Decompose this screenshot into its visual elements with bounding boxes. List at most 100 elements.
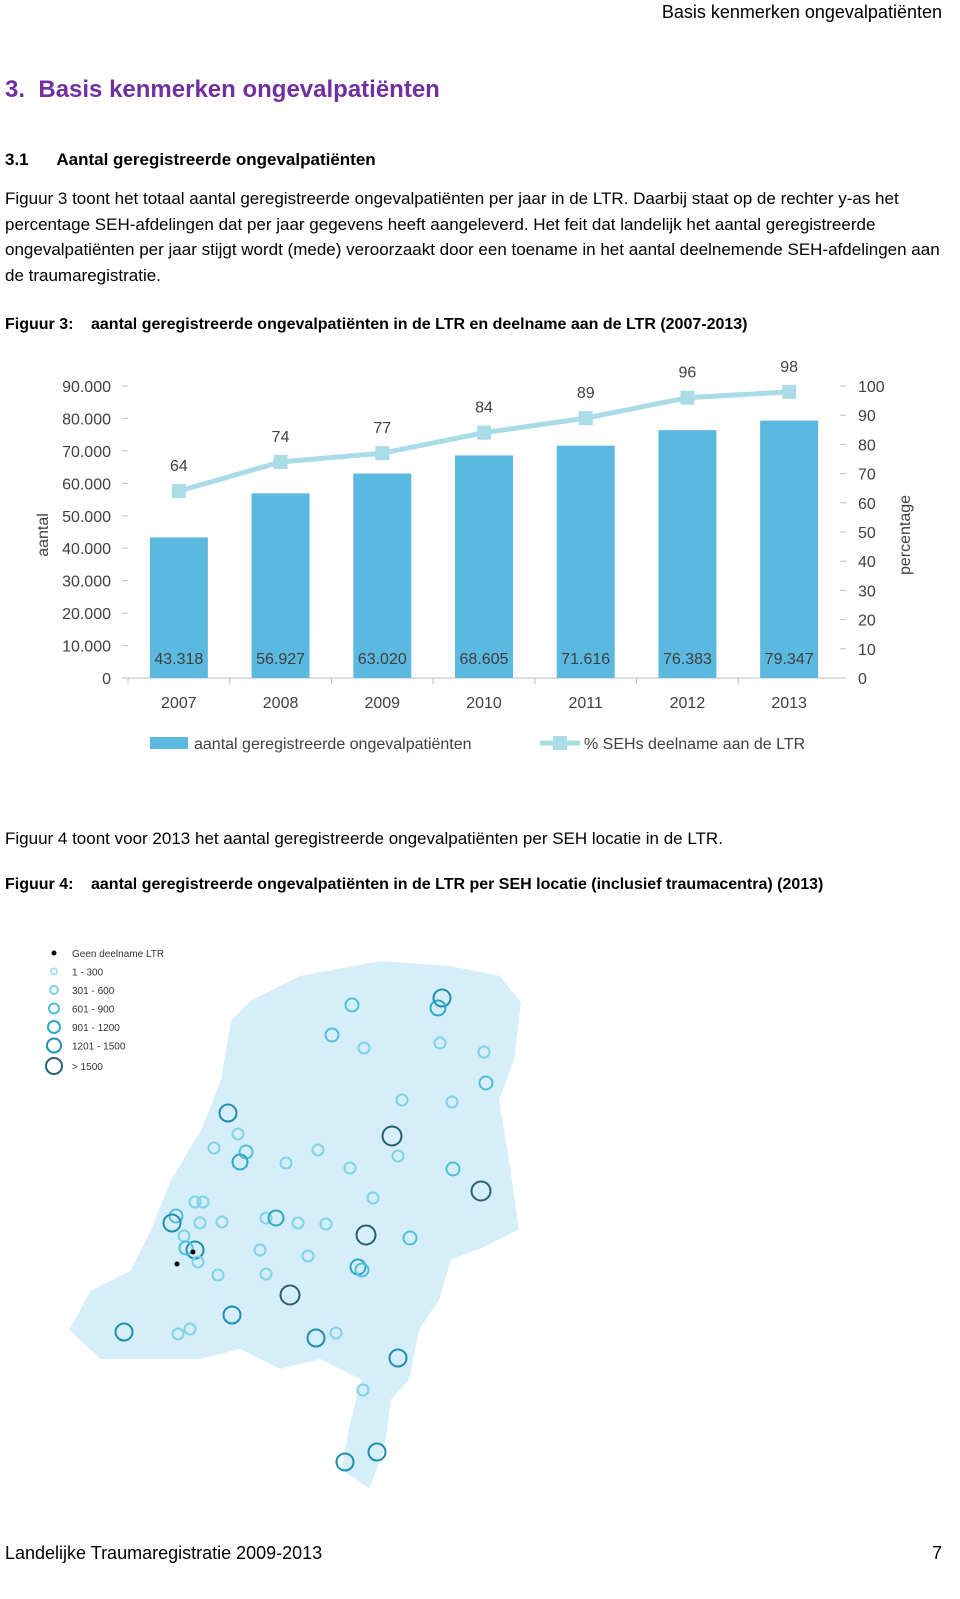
site-symbol bbox=[343, 1161, 357, 1175]
data-label: 63.020 bbox=[358, 651, 407, 668]
site-symbol bbox=[445, 1095, 459, 1109]
line-marker bbox=[578, 411, 593, 426]
y-axis-title: aantal bbox=[35, 513, 52, 557]
site-symbol bbox=[218, 1103, 238, 1123]
y-tick-label: 70.000 bbox=[62, 444, 111, 461]
site-symbol bbox=[162, 1213, 182, 1233]
bar bbox=[658, 430, 717, 678]
site-symbol bbox=[355, 1224, 377, 1246]
site-symbol bbox=[445, 1161, 461, 1177]
site-symbol bbox=[171, 1327, 185, 1341]
data-label: 79.347 bbox=[765, 651, 814, 668]
country-shape bbox=[66, 958, 524, 1492]
legend-label: aantal geregistreerde ongevalpatiënten bbox=[194, 736, 472, 753]
y2-tick-label: 70 bbox=[858, 467, 876, 484]
site-symbol bbox=[196, 1195, 210, 1209]
legend-symbol bbox=[47, 1020, 61, 1034]
legend-dot bbox=[51, 950, 57, 956]
section-number: 3. bbox=[5, 76, 26, 103]
y-tick-label: 80.000 bbox=[62, 411, 111, 428]
site-dot bbox=[174, 1261, 180, 1267]
chart: aantal percentage 0 10.000 20.000 30.000 40.… bbox=[35, 360, 914, 753]
y-tick-label: 10.000 bbox=[62, 639, 111, 656]
line-marker bbox=[680, 390, 695, 405]
y2-tick-label: 0 bbox=[858, 671, 867, 688]
data-label: 68.605 bbox=[460, 651, 509, 668]
figure-caption-text: aantal geregistreerde ongevalpatiënten i… bbox=[91, 316, 748, 333]
bar bbox=[556, 445, 615, 678]
line-marker bbox=[477, 425, 491, 440]
site-symbol bbox=[311, 1143, 325, 1157]
data-label: 64 bbox=[170, 458, 188, 475]
site-symbol bbox=[319, 1217, 333, 1231]
site-symbol bbox=[381, 1125, 403, 1147]
site-symbol bbox=[231, 1127, 245, 1141]
site-symbol bbox=[211, 1268, 225, 1282]
legend-label: 601 - 900 bbox=[72, 1005, 115, 1016]
line-marker bbox=[782, 384, 797, 399]
figure-label: Figuur 3: bbox=[5, 316, 74, 333]
bar bbox=[353, 473, 412, 678]
site-symbol bbox=[279, 1156, 293, 1170]
site-symbol bbox=[357, 1041, 371, 1055]
site-symbol bbox=[478, 1075, 494, 1091]
bar bbox=[455, 455, 513, 678]
y2-tick-label: 40 bbox=[858, 554, 876, 571]
legend-symbol bbox=[49, 985, 59, 995]
data-label: 76.383 bbox=[663, 651, 712, 668]
site-symbol bbox=[259, 1211, 273, 1225]
legend-swatch bbox=[150, 737, 188, 749]
site-symbol bbox=[391, 1149, 405, 1163]
x-tick-label: 2011 bbox=[569, 695, 604, 712]
site-symbol bbox=[267, 1209, 285, 1227]
line-marker bbox=[273, 454, 288, 469]
site-symbol bbox=[183, 1322, 197, 1336]
y-tick-label: 60.000 bbox=[62, 476, 111, 493]
data-label: 43.318 bbox=[154, 651, 203, 668]
site-symbol bbox=[324, 1027, 340, 1043]
map: Geen deelname LTR 1 - 300 301 - 600 601 - 9… bbox=[45, 949, 524, 1492]
y2-tick-label: 100 bbox=[858, 379, 885, 396]
site-symbol bbox=[215, 1215, 229, 1229]
site-symbol bbox=[231, 1153, 249, 1171]
line-marker bbox=[375, 446, 390, 461]
y2-tick-label: 80 bbox=[858, 437, 876, 454]
subsection-number: 3.1 bbox=[5, 150, 29, 169]
subsection-heading: 3.1 Aantal geregistreerde ongevalpatiënt… bbox=[5, 150, 376, 170]
site-symbol bbox=[395, 1093, 409, 1107]
legend-symbol bbox=[48, 1002, 60, 1015]
subsection-title: Aantal geregistreerde ongevalpatiënten bbox=[56, 150, 376, 169]
legend-label: 1 - 300 bbox=[72, 968, 104, 979]
data-label: 98 bbox=[780, 360, 798, 376]
y-tick-label: 40.000 bbox=[62, 541, 111, 558]
y2-tick-label: 60 bbox=[858, 496, 876, 513]
footer-text: Landelijke Traumaregistratie 2009-2013 bbox=[5, 1543, 323, 1563]
bar bbox=[760, 420, 819, 678]
data-label: 96 bbox=[679, 365, 697, 382]
site-symbol bbox=[291, 1216, 305, 1230]
figure-label: Figuur 4: bbox=[5, 876, 74, 893]
site-symbol bbox=[222, 1305, 242, 1325]
site-symbol bbox=[329, 1326, 343, 1340]
legend-symbol bbox=[45, 1057, 63, 1075]
legend-label: Geen deelname LTR bbox=[72, 949, 164, 960]
legend-label: 301 - 600 bbox=[72, 986, 115, 997]
data-label: 89 bbox=[577, 385, 595, 402]
site-symbol bbox=[477, 1045, 491, 1059]
y2-tick-label: 90 bbox=[858, 408, 876, 425]
site-symbol bbox=[191, 1255, 205, 1269]
figure-caption: Figuur 3: aantal geregistreerde ongevalpa… bbox=[5, 316, 748, 334]
site-symbol bbox=[188, 1195, 202, 1209]
site-symbol bbox=[367, 1442, 387, 1462]
site-symbol bbox=[344, 997, 360, 1013]
y2-tick-label: 50 bbox=[858, 525, 876, 542]
site-symbol bbox=[388, 1348, 408, 1368]
legend-symbol bbox=[46, 1037, 62, 1054]
x-tick-label: 2012 bbox=[670, 695, 706, 712]
site-symbol bbox=[429, 999, 447, 1017]
data-label: 77 bbox=[373, 420, 391, 437]
site-dot bbox=[190, 1249, 196, 1255]
y2-axis-title: percentage bbox=[897, 495, 914, 575]
figure-caption: Figuur 4: aantal geregistreerde ongevalpa… bbox=[5, 876, 823, 894]
site-symbol bbox=[356, 1383, 370, 1397]
